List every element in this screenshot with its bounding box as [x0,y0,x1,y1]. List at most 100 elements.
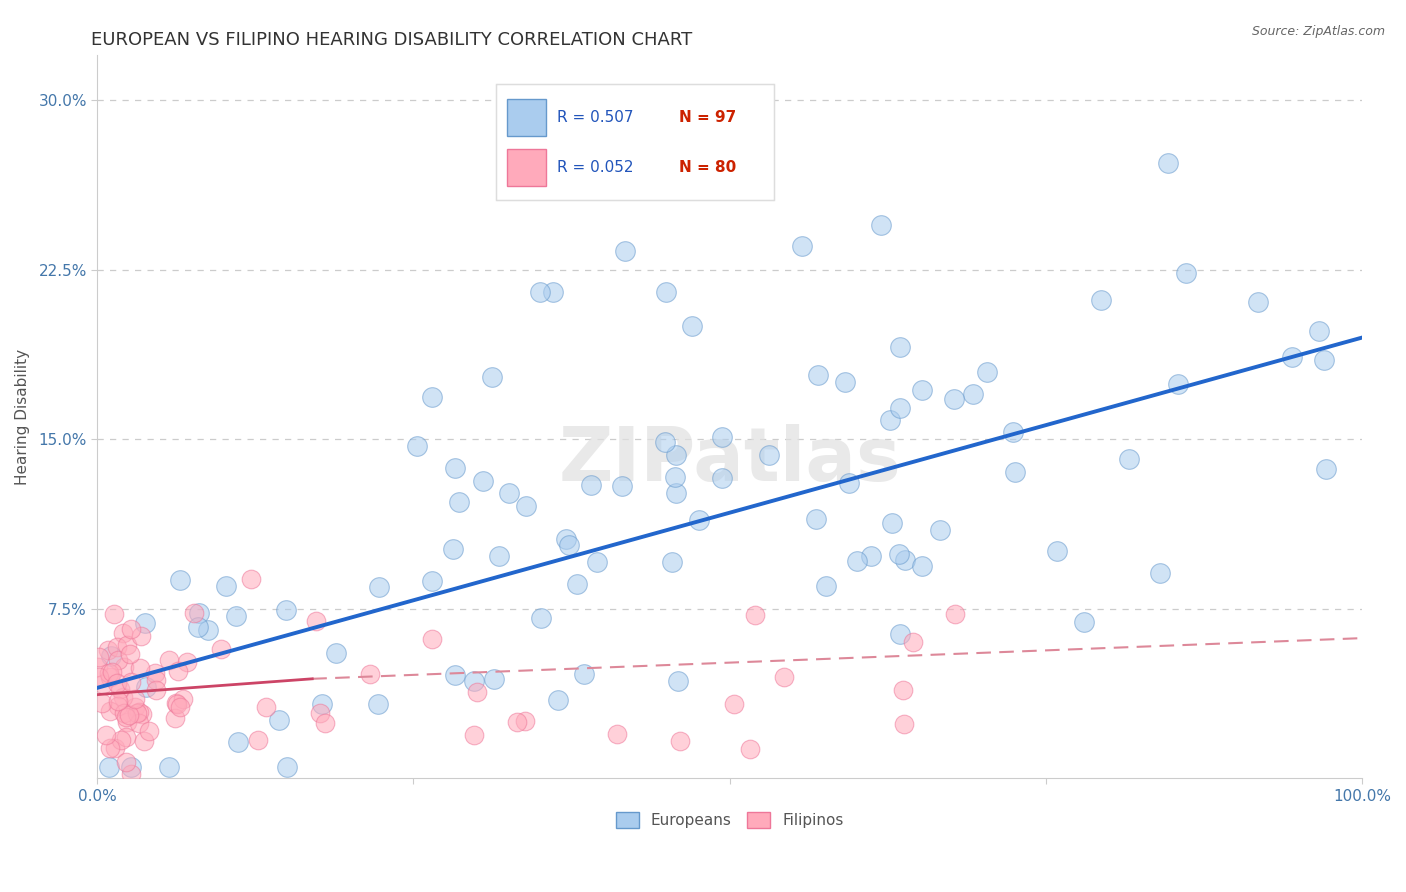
Point [103,607,125,621]
Point [444,460,467,475]
Point [773,671,796,685]
Point [254,699,277,714]
Point [1004,466,1026,480]
Point [325,646,347,660]
Point [488,549,510,563]
Point [276,603,298,617]
Point [246,733,269,747]
Point [449,495,471,509]
Point [792,239,814,253]
Point [943,392,966,406]
Text: ZIPatlas: ZIPatlas [558,424,901,497]
Point [163,711,186,725]
Point [187,606,209,620]
Point [661,555,683,569]
Point [145,682,167,697]
Point [879,413,901,427]
Point [157,653,180,667]
Point [807,368,830,383]
Point [111,626,134,640]
Point [129,629,152,643]
Point [744,608,766,623]
Point [143,665,166,680]
Point [118,647,141,661]
Point [472,474,495,488]
Y-axis label: Hearing Disability: Hearing Disability [15,349,30,484]
Point [226,735,249,749]
Point [406,439,429,453]
Point [606,727,628,741]
Point [118,707,141,722]
Point [131,706,153,721]
Point [443,668,465,682]
Point [498,486,520,500]
Point [86,659,108,673]
Point [463,728,485,742]
Point [1157,156,1180,170]
Point [129,661,152,675]
Point [276,760,298,774]
Point [172,692,194,706]
Point [482,672,505,686]
Point [107,694,129,708]
Point [124,691,146,706]
Point [889,627,911,641]
Point [183,606,205,620]
Point [655,285,678,300]
Point [115,730,138,744]
Point [880,516,903,531]
Point [120,766,142,780]
Point [87,670,110,684]
Point [723,698,745,712]
Point [120,760,142,774]
Point [112,660,135,674]
Point [1175,266,1198,280]
Point [738,741,761,756]
Point [267,713,290,727]
Point [928,523,950,537]
Point [665,486,688,500]
Point [367,697,389,711]
Point [654,435,676,450]
Point [838,475,860,490]
Point [547,693,569,707]
Point [420,390,443,404]
Point [814,579,837,593]
Point [420,632,443,646]
Point [1118,452,1140,467]
Point [110,732,132,747]
Point [893,717,915,731]
Point [1149,566,1171,580]
Point [565,576,588,591]
Point [166,697,188,711]
Point [911,383,934,397]
Point [128,716,150,731]
Point [506,715,529,730]
Point [105,640,128,654]
Point [110,682,132,697]
Point [115,709,138,723]
Point [558,538,581,552]
Point [515,499,537,513]
Point [943,607,966,622]
Point [1046,543,1069,558]
Text: Source: ZipAtlas.com: Source: ZipAtlas.com [1251,25,1385,38]
Point [314,716,336,731]
Point [134,615,156,630]
Point [669,734,692,748]
Point [128,705,150,719]
Point [804,512,827,526]
Point [97,642,120,657]
Point [710,470,733,484]
Point [887,547,910,561]
Point [1001,425,1024,439]
Point [860,549,883,563]
Point [197,623,219,637]
Point [127,706,149,720]
Point [666,674,689,689]
Point [758,448,780,462]
Point [976,365,998,379]
Point [101,665,124,680]
Point [870,218,893,232]
Point [901,634,924,648]
